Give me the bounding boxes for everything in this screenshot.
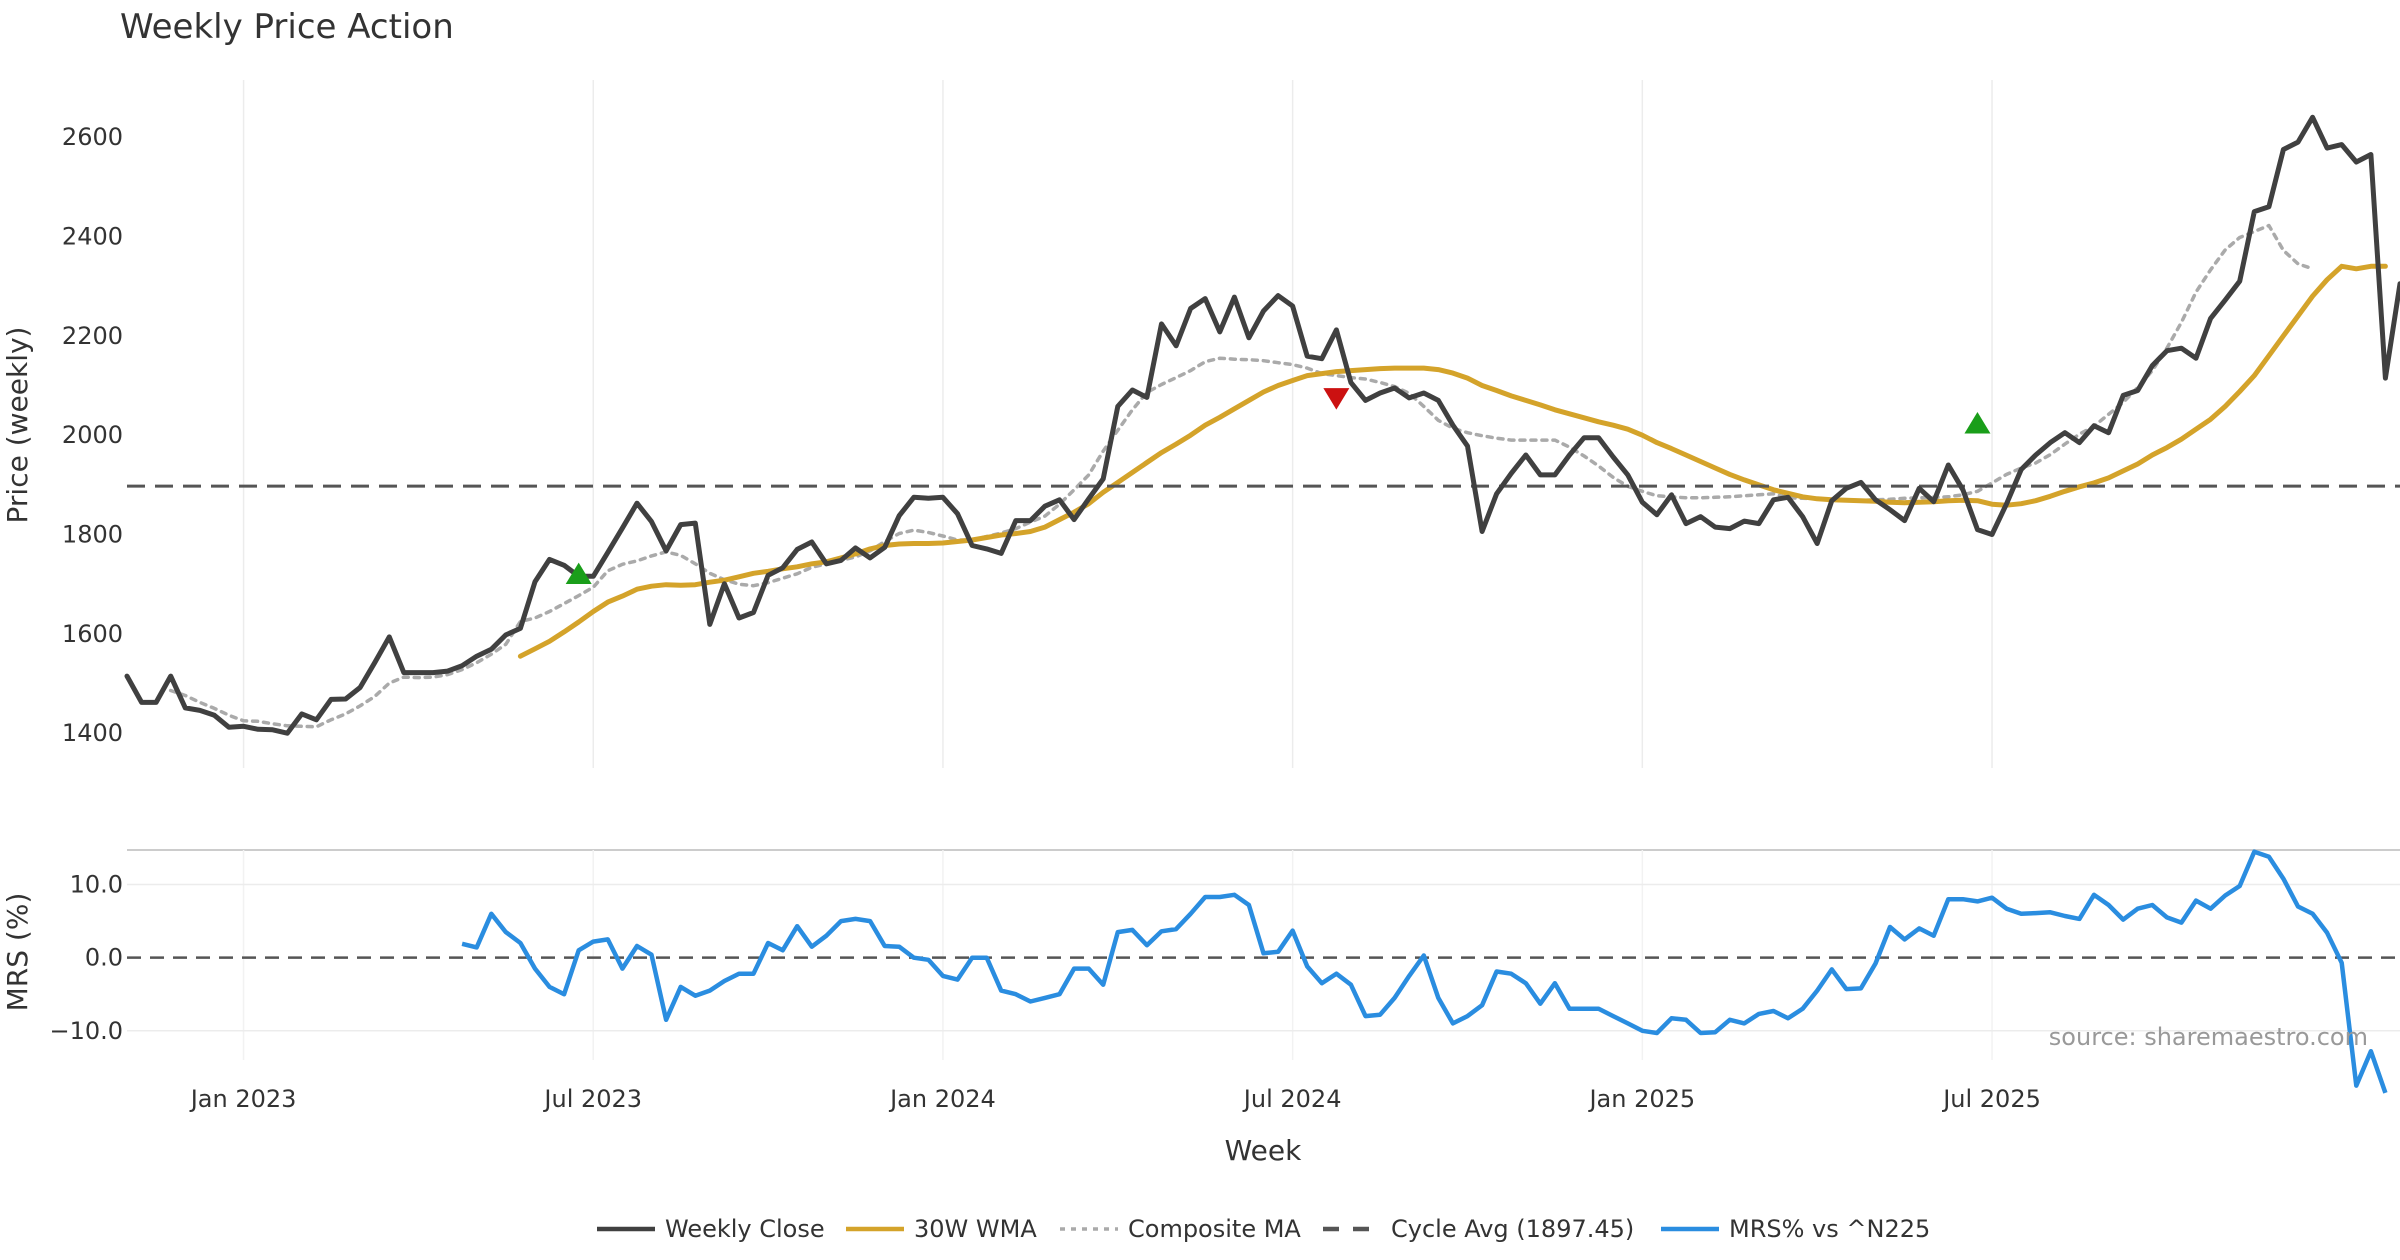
x-axis-title: Week xyxy=(1225,1134,1302,1167)
x-tick-label: Jul 2024 xyxy=(1242,1085,1342,1113)
x-tick-label: Jan 2024 xyxy=(888,1085,996,1113)
legend-item: MRS% vs ^N225 xyxy=(1661,1215,1930,1243)
mrs-y-tick-label: 0.0 xyxy=(85,944,123,972)
wma-30w-line xyxy=(517,263,2388,659)
y-tick-label: 1400 xyxy=(62,719,123,747)
chart-title: Weekly Price Action xyxy=(120,7,454,47)
weekly-close-line xyxy=(124,114,2400,736)
mrs-series xyxy=(461,849,2388,1094)
legend-label: MRS% vs ^N225 xyxy=(1729,1215,1930,1243)
x-tick-label: Jan 2025 xyxy=(1587,1085,1695,1113)
buy-signal-marker xyxy=(565,562,592,585)
signal-markers xyxy=(565,388,1991,585)
price-panel-grid xyxy=(242,80,1993,768)
y-tick-label: 2000 xyxy=(62,421,123,449)
mrs-y-tick-label: 10.0 xyxy=(70,871,123,899)
mrs-line xyxy=(461,849,2388,1094)
legend-item: Composite MA xyxy=(1060,1215,1301,1243)
source-label: source: sharemaestro.com xyxy=(2049,1023,2368,1051)
legend-label: Composite MA xyxy=(1128,1215,1301,1243)
mrs-y-axis-title: MRS (%) xyxy=(1,893,34,1012)
price-y-axis-title: Price (weekly) xyxy=(1,327,34,524)
buy-signal-marker xyxy=(1964,412,1991,434)
x-tick-label: Jul 2023 xyxy=(542,1085,642,1113)
legend-item: Cycle Avg (1897.45) xyxy=(1323,1215,1634,1243)
sell-signal-marker xyxy=(1323,388,1350,410)
y-tick-label: 2200 xyxy=(62,322,123,350)
legend-item: Weekly Close xyxy=(597,1215,825,1243)
legend-label: Weekly Close xyxy=(665,1215,825,1243)
legend-item: 30W WMA xyxy=(846,1215,1037,1243)
x-tick-label: Jul 2025 xyxy=(1941,1085,2041,1113)
y-tick-label: 1600 xyxy=(62,620,123,648)
mrs-y-tick-label: −10.0 xyxy=(49,1017,123,1045)
mrs-y-axis: 10.0 0.0 −10.0 xyxy=(49,871,123,1045)
y-tick-label: 1800 xyxy=(62,521,123,549)
price-series xyxy=(124,114,2400,736)
legend-label: 30W WMA xyxy=(914,1215,1037,1243)
composite-ma-line xyxy=(168,223,2315,729)
x-axis: Jan 2023 Jul 2023 Jan 2024 Jul 2024 Jan 2025… xyxy=(189,1085,2041,1113)
x-tick-label: Jan 2023 xyxy=(189,1085,297,1113)
price-y-axis: 1400 1600 1800 2000 2200 2400 2600 xyxy=(62,123,123,747)
y-tick-label: 2400 xyxy=(62,222,123,250)
y-tick-label: 2600 xyxy=(62,123,123,151)
legend-label: Cycle Avg (1897.45) xyxy=(1391,1215,1634,1243)
mrs-panel-grid xyxy=(127,849,2400,1060)
legend: Weekly Close 30W WMA Composite MA Cycle Avg… xyxy=(597,1215,1930,1243)
